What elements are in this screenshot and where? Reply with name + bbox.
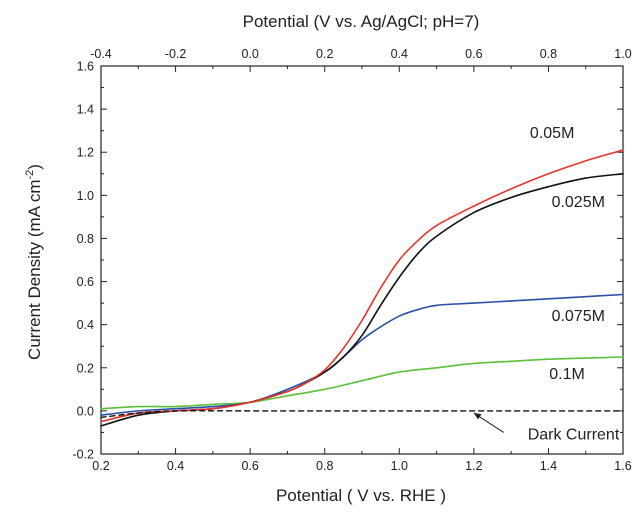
x-tick-label: 1.6	[614, 459, 631, 473]
plot-layer: 0.2 0.4 0.6 0.8 1.0 1.2 1.4 1.6-0.4 -0.2 0.0 0.2 0.…	[72, 47, 631, 473]
series-line-0-1m	[100, 356, 624, 410]
series-line-0-05m	[100, 149, 624, 423]
x2-tick-label: 0.0	[241, 47, 258, 61]
y-tick-label: -0.2	[72, 448, 94, 462]
x-tick-label: 1.2	[465, 459, 482, 473]
series-line-0-075m	[100, 293, 624, 416]
x-tick-label: 0.2	[92, 459, 109, 473]
x2-tick-label: 0.4	[391, 47, 408, 61]
x2-tick-label: -0.4	[90, 47, 112, 61]
y-axis-title-close: )	[25, 164, 44, 170]
series-label-dark-current: Dark Current	[528, 427, 620, 444]
y-axis-title-main: Current Density (mA cm	[25, 180, 44, 360]
y-tick-label: 0.6	[77, 275, 94, 289]
series-label-0-075m: 0.075M	[552, 308, 605, 325]
x2-tick-label: 0.6	[465, 47, 482, 61]
y-tick-label: 0.0	[77, 404, 94, 418]
y-tick-label: 0.8	[77, 232, 94, 246]
y-axis-title-superscript: -2	[24, 170, 36, 180]
x2-tick-label: 1.0	[614, 47, 631, 61]
y-axis-title: Current Density (mA cm-2)	[24, 164, 44, 360]
y-tick-label: 0.2	[77, 361, 94, 375]
x-tick-label: 1.0	[391, 459, 408, 473]
top-axis-title: Potential (V vs. Ag/AgCl; pH=7)	[243, 12, 480, 31]
series-line-dark-current	[100, 410, 624, 419]
x2-tick-label: -0.2	[165, 47, 187, 61]
dark-current-arrow-head	[473, 413, 482, 420]
y-tick-label: 1.0	[77, 189, 94, 203]
series-label-0-1m: 0.1M	[549, 366, 585, 383]
x2-tick-label: 0.2	[316, 47, 333, 61]
x-tick-label: 0.8	[316, 459, 333, 473]
series-line-0-025m	[100, 172, 624, 427]
x-tick-label: 0.4	[167, 459, 184, 473]
series-label-0-05m: 0.05M	[530, 125, 574, 142]
x-tick-label: 1.4	[540, 459, 557, 473]
x2-tick-label: 0.8	[540, 47, 557, 61]
y-tick-label: 1.6	[77, 60, 94, 74]
y-tick-label: 1.4	[77, 103, 94, 117]
x-tick-label: 0.6	[241, 459, 258, 473]
y-tick-label: 1.2	[77, 146, 94, 160]
bottom-axis-title: Potential ( V vs. RHE )	[276, 486, 446, 505]
series-label-0-025m: 0.025M	[552, 194, 605, 211]
y-tick-label: 0.4	[77, 318, 94, 332]
